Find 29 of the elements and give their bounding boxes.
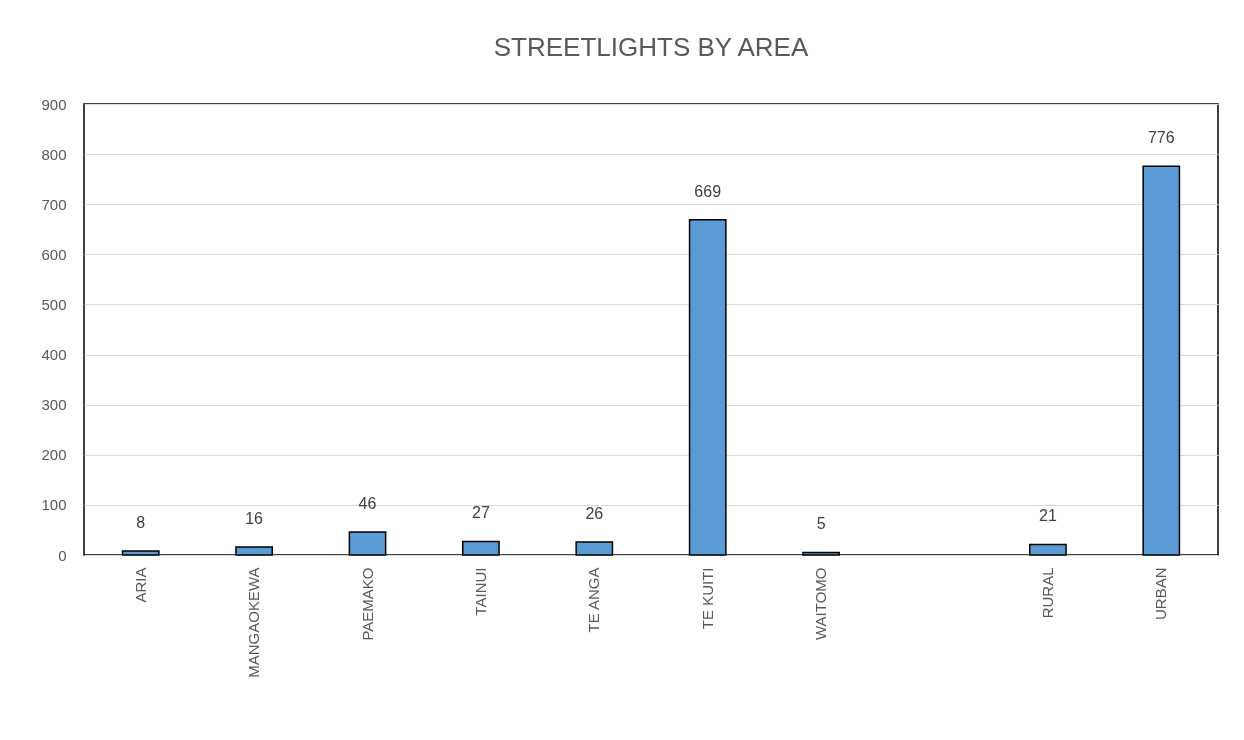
x-tick-label: MANGAOKEWA [245, 567, 263, 678]
data-label: 46 [358, 494, 377, 512]
x-tick-label: TE KUITI [698, 567, 716, 630]
x-tick-label: URBAN [1152, 567, 1170, 621]
x-tick-label: WAITOMO [812, 567, 830, 640]
data-label: 26 [585, 504, 604, 522]
y-tick-label: 500 [41, 295, 67, 313]
x-tick-label: PAEMAKO [358, 567, 376, 641]
x-tick-label: TAINUI [471, 567, 489, 616]
chart-title: STREETLIGHTS BY AREA [493, 32, 809, 62]
x-tick-label: TE ANGA [585, 567, 603, 633]
data-label: 5 [816, 515, 826, 533]
y-tick-label: 0 [58, 546, 67, 564]
y-tick-label: 700 [41, 195, 67, 213]
x-tick-label: RURAL [1038, 567, 1056, 619]
y-tick-label: 400 [41, 346, 67, 364]
data-label: 776 [1147, 129, 1175, 147]
x-tick-label: ARIA [131, 567, 149, 603]
y-tick-label: 200 [41, 446, 67, 464]
y-tick-label: 800 [41, 145, 67, 163]
data-label: 27 [472, 504, 490, 522]
data-label: 669 [694, 182, 722, 200]
y-tick-label: 100 [41, 496, 67, 514]
data-label: 16 [245, 509, 264, 527]
data-label: 21 [1039, 507, 1057, 525]
y-tick-label: 300 [41, 396, 67, 414]
y-tick-label: 900 [41, 95, 67, 113]
y-tick-label: 600 [41, 245, 67, 263]
data-label: 8 [136, 513, 146, 531]
